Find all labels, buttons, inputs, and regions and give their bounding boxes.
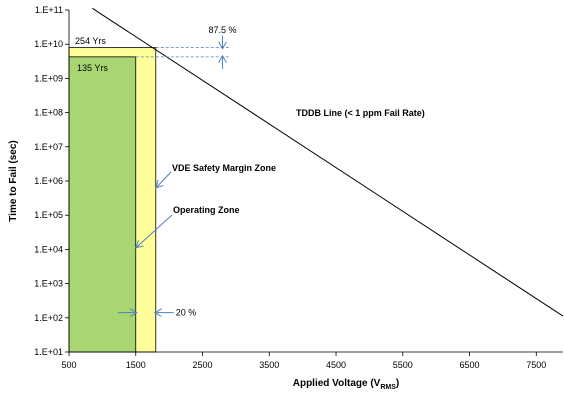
y-tick-label: 1.E+08 [34, 108, 63, 118]
x-tick-label: 6500 [460, 360, 480, 370]
region-operating [68, 56, 137, 353]
safety-years-label: 254 Yrs [75, 36, 106, 46]
x-tick-label: 5500 [393, 360, 413, 370]
y-tick-label: 1.E+09 [34, 73, 63, 83]
x-tick-label: 4500 [326, 360, 346, 370]
y-tick-label: 1.E+11 [35, 5, 63, 15]
gap-percent-label: 87.5 % [209, 25, 237, 35]
x-axis-title-subscript: RMS [380, 384, 396, 391]
y-tick-label: 1.E+05 [34, 210, 63, 220]
safety-zone-arrow [157, 171, 172, 187]
width-percent-label: 20 % [176, 308, 197, 318]
operating-zone-arrow [137, 214, 173, 247]
y-tick-label: 1.E+07 [34, 142, 63, 152]
x-tick-label: 7500 [526, 360, 546, 370]
y-axis-title: Time to Fail (sec) [8, 140, 19, 222]
x-tick-label: 1500 [126, 360, 146, 370]
x-tick-label: 500 [61, 360, 76, 370]
x-tick-label: 3500 [259, 360, 279, 370]
x-axis-title-close: ) [396, 378, 399, 389]
operating-years-label: 135 Yrs [77, 63, 108, 73]
safety-zone-label: VDE Safety Margin Zone [172, 163, 276, 173]
x-tick-label: 2500 [192, 360, 212, 370]
y-tick-label: 1.E+01 [34, 347, 63, 357]
x-axis-title: Applied Voltage (VRMS) [293, 378, 400, 391]
y-tick-label: 1.E+02 [34, 313, 63, 323]
series-line-tddb [92, 7, 564, 317]
y-tick-label: 1.E+03 [34, 279, 63, 289]
y-tick-label: 1.E+10 [34, 39, 63, 49]
series-label-tddb: TDDB Line (< 1 ppm Fail Rate) [296, 108, 425, 118]
operating-zone-label: Operating Zone [173, 205, 240, 215]
y-tick-label: 1.E+04 [34, 244, 63, 254]
y-tick-label: 1.E+06 [34, 176, 63, 186]
